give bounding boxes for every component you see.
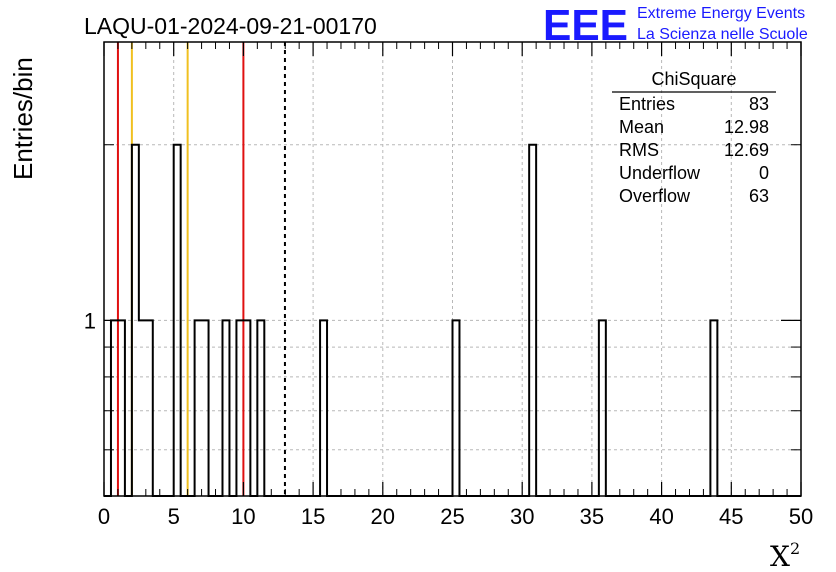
x-tick-label: 10: [231, 504, 255, 529]
stats-box: ChiSquare Entries 83 Mean 12.98 RMS 12.69 Unde…: [612, 69, 776, 206]
x-tick-label: 5: [168, 504, 180, 529]
stats-title: ChiSquare: [651, 69, 736, 89]
logo-line2: La Scienza nelle Scuole: [637, 26, 808, 43]
stats-label: Entries: [619, 94, 675, 114]
stats-value: 12.69: [724, 140, 769, 160]
stats-value: 12.98: [724, 117, 769, 137]
x-tick-label: 25: [440, 504, 464, 529]
y-tick-label: 1: [84, 308, 96, 333]
x-tick-label: 20: [371, 504, 395, 529]
stats-value: 83: [749, 94, 769, 114]
eee-logo: EEE Extreme Energy Events La Scienza nel…: [543, 1, 808, 50]
stats-label: RMS: [619, 140, 659, 160]
stats-value: 0: [759, 163, 769, 183]
y-axis-label: Entries/bin: [8, 57, 38, 180]
stats-value: 63: [749, 186, 769, 206]
histogram-bars: [104, 143, 801, 497]
axes: 0 5 10 15 20 25 30 35 40 45 50 1: [84, 42, 813, 529]
marker-lines: [116, 42, 286, 496]
x-tick-label: 35: [580, 504, 604, 529]
logo-text: EEE: [543, 1, 628, 50]
x-tick-label: 45: [719, 504, 743, 529]
x-axis-label: X2: [770, 539, 800, 572]
chart-title: LAQU-01-2024-09-21-00170: [84, 13, 377, 39]
stats-label: Overflow: [619, 186, 691, 206]
x-tick-label: 30: [510, 504, 534, 529]
x-tick-label: 0: [98, 504, 110, 529]
x-tick-label: 50: [789, 504, 813, 529]
stats-label: Mean: [619, 117, 664, 137]
logo-line1: Extreme Energy Events: [637, 5, 805, 22]
x-tick-label: 15: [301, 504, 325, 529]
histogram-outline: [104, 143, 801, 497]
x-tick-label: 40: [649, 504, 673, 529]
stats-label: Underflow: [619, 163, 701, 183]
